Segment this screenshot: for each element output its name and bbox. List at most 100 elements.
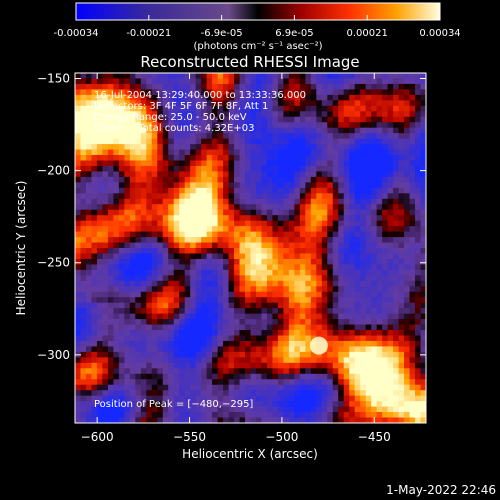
heatmap-cell [118,171,125,178]
heatmap-cell [299,116,306,123]
heatmap-cell [261,248,268,254]
heatmap-cell [118,133,125,140]
heatmap-cell [354,83,361,90]
heatmap-cell [135,73,142,79]
heatmap-cell [387,264,394,271]
heatmap-cell [349,231,356,238]
heatmap-cell [420,330,427,336]
heatmap-cell [107,78,114,85]
heatmap-cell [75,149,81,156]
heatmap-cell [393,83,399,90]
heatmap-cell [338,406,345,413]
heatmap-cell [80,73,87,79]
heatmap-cell [338,160,345,167]
heatmap-cell [250,384,257,391]
heatmap-cell [332,100,339,107]
heatmap-cell [146,340,153,347]
heatmap-cell [102,78,109,85]
heatmap-cell [168,193,175,200]
heatmap-cell [316,89,323,96]
heatmap-cell [316,105,323,112]
heatmap-cell [91,231,98,238]
heatmap-cell [305,122,312,129]
heatmap-cell [371,406,378,413]
heatmap-cell [234,100,240,107]
heatmap-cell [321,401,328,407]
heatmap-cell [75,220,81,227]
heatmap-cell [206,209,213,216]
heatmap-cell [305,275,312,282]
heatmap-cell [184,401,191,407]
plot-frame [74,72,427,424]
heatmap-cell [332,171,339,178]
heatmap-cell [288,89,295,96]
heatmap-cell [261,373,268,380]
heatmap-cell [415,248,421,254]
heatmap-cell [343,83,350,90]
heatmap-cell [294,313,301,320]
heatmap-cell [190,215,197,222]
heatmap-cell [349,275,356,282]
heatmap-cell [338,83,345,90]
heatmap-cell [382,204,389,211]
heatmap-cell [272,340,279,347]
heatmap-cell [151,122,158,129]
heatmap-cell [234,264,240,271]
heatmap-cell [135,138,142,145]
heatmap-cell [321,94,328,101]
heatmap-cell [420,116,427,123]
heatmap-cell [102,105,109,112]
heatmap-cell [288,324,295,331]
heatmap-cell [393,116,399,123]
heatmap-cell [162,330,169,336]
heatmap-cell [80,160,87,167]
heatmap-cell [184,187,191,194]
heatmap-cell [223,237,229,243]
heatmap-cell [338,89,345,96]
heatmap-cell [288,406,295,413]
heatmap-cell [234,286,240,293]
heatmap-cell [404,412,410,418]
heatmap-cell [360,412,367,418]
heatmap-cell [239,171,246,178]
heatmap-cell [162,269,169,276]
heatmap-cell [239,264,246,271]
heatmap-cell [173,384,180,391]
heatmap-cell [146,100,153,107]
heatmap-cell [272,362,279,369]
heatmap-cell [96,182,103,189]
heatmap-cell [266,138,273,145]
heatmap-cell [113,160,120,167]
heatmap-cell [234,346,240,353]
heatmap-cell [107,269,114,276]
heatmap-cell [75,231,81,238]
heatmap-cell [206,193,213,200]
heatmap-cell [382,215,389,222]
heatmap-cell [294,330,301,336]
heatmap-cell [338,291,345,298]
heatmap-cell [184,302,191,309]
heatmap-cell [140,231,147,238]
heatmap-cell [360,242,367,249]
heatmap-cell [140,417,147,424]
heatmap-cell [173,171,180,178]
heatmap-cell [310,83,317,90]
heatmap-cell [124,280,131,287]
heatmap-cell [382,127,389,134]
heatmap-cell [321,362,328,369]
heatmap-cell [272,302,279,309]
heatmap-cell [140,324,147,331]
heatmap-cell [250,83,257,90]
heatmap-cell [310,258,317,265]
heatmap-cell [382,368,389,375]
heatmap-cell [338,198,345,205]
heatmap-cell [387,357,394,364]
heatmap-cell [305,78,312,85]
heatmap-cell [288,275,295,282]
heatmap-cell [162,368,169,375]
heatmap-cell [190,319,197,325]
heatmap-cell [299,335,306,342]
heatmap-cell [168,122,175,129]
heatmap-cell [217,171,224,178]
heatmap-cell [261,253,268,260]
